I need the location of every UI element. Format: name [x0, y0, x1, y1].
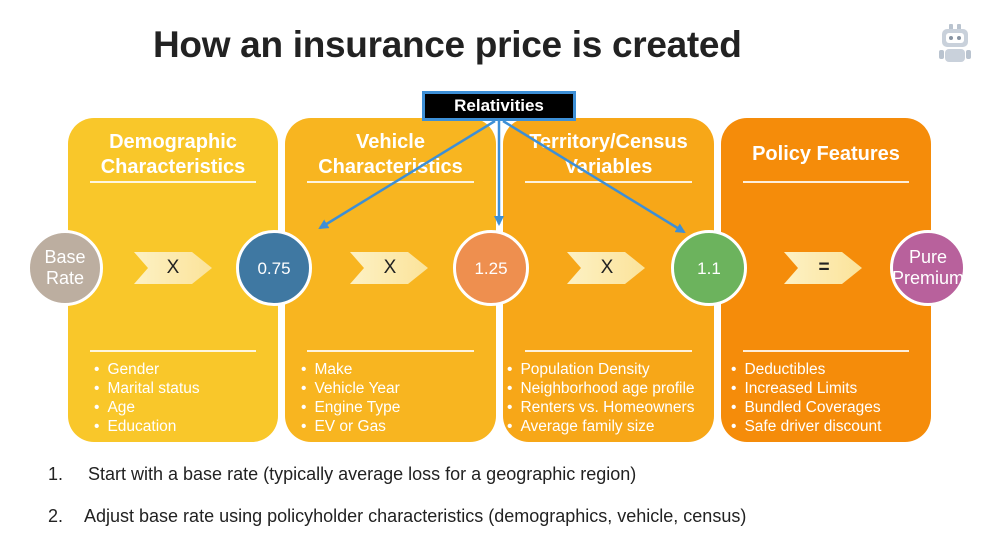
divider — [525, 181, 692, 183]
panel-heading: Demographic Characteristics — [100, 131, 246, 178]
divider — [90, 181, 256, 183]
demographic-relativity-circle: 0.75 — [236, 230, 312, 306]
divider — [743, 181, 909, 183]
equals-arrow-icon — [784, 252, 862, 284]
list-item: Education — [90, 417, 200, 436]
list-item: Deductibles — [727, 360, 881, 379]
divider — [307, 181, 474, 183]
multiply-operator: X — [166, 257, 180, 278]
page-title: How an insurance price is created — [153, 24, 742, 65]
step-text: Start with a base rate (typically averag… — [88, 464, 637, 484]
divider — [525, 350, 692, 352]
list-item: Engine Type — [297, 398, 400, 417]
characteristic-list: Population Density Neighborhood age prof… — [503, 360, 695, 436]
list-item: Gender — [90, 360, 200, 379]
list-item: Increased Limits — [727, 379, 881, 398]
list-item: Age — [90, 398, 200, 417]
robot-icon — [939, 24, 971, 62]
equals-operator: = — [818, 257, 830, 278]
list-item: Population Density — [503, 360, 695, 379]
list-item: 1. Start with a base rate (typically aver… — [48, 464, 746, 506]
multiply-arrow-icon — [350, 252, 428, 284]
list-item: Average family size — [503, 417, 695, 436]
divider — [90, 350, 256, 352]
step-text: Adjust base rate using policyholder char… — [84, 506, 747, 526]
divider — [743, 350, 909, 352]
characteristic-list: Deductibles Increased Limits Bundled Cov… — [727, 360, 881, 436]
multiply-arrow-icon — [567, 252, 645, 284]
list-item: Renters vs. Homeowners — [503, 398, 695, 417]
steps-list: 1. Start with a base rate (typically aver… — [48, 464, 746, 548]
panel-heading: Territory/Census Variables — [529, 131, 688, 178]
list-item: Neighborhood age profile — [503, 379, 694, 398]
divider — [307, 350, 474, 352]
list-item: Bundled Coverages — [727, 398, 881, 417]
list-item: Vehicle Year — [297, 379, 400, 398]
panel-heading: Policy Features — [752, 143, 900, 165]
characteristic-list: Make Vehicle Year Engine Type EV or Gas — [297, 360, 400, 436]
vehicle-relativity-circle: 1.25 — [453, 230, 529, 306]
list-item: EV or Gas — [297, 417, 400, 436]
multiply-arrow-icon — [134, 252, 212, 284]
step-number: 1. — [48, 464, 64, 484]
territory-relativity-circle: 1.1 — [671, 230, 747, 306]
step-number: 2. — [48, 506, 64, 526]
base-rate-circle: Base Rate — [27, 230, 103, 306]
list-item: Safe driver discount — [727, 417, 881, 436]
multiply-operator: X — [383, 257, 397, 278]
list-item: Make — [297, 360, 400, 379]
characteristic-list: Gender Marital status Age Education — [90, 360, 200, 436]
multiply-operator: X — [600, 257, 614, 278]
relativities-label: Relativities — [422, 91, 576, 121]
list-item: Marital status — [90, 379, 199, 398]
list-item: 2. Adjust base rate using policyholder ch… — [48, 506, 746, 548]
panel-heading: Vehicle Characteristics — [318, 131, 463, 178]
pure-premium-circle: Pure Premium — [890, 230, 966, 306]
